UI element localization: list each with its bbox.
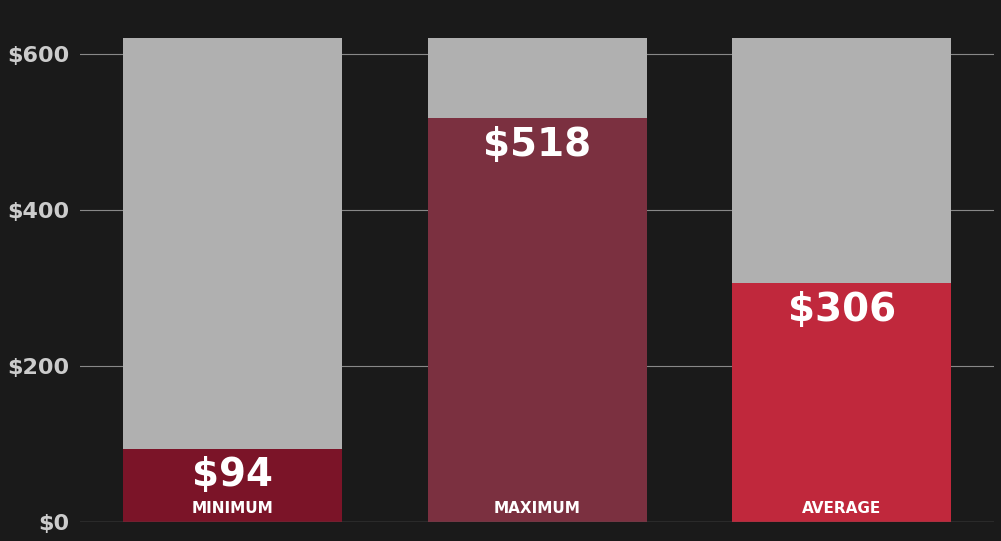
Bar [732,283,951,522]
Text: $306: $306 [788,291,896,329]
Bar [123,38,342,522]
Text: $94: $94 [192,457,273,494]
Text: $518: $518 [483,126,592,163]
Bar [427,38,647,522]
Bar [732,38,951,522]
Bar [427,118,647,522]
Text: AVERAGE: AVERAGE [802,501,882,516]
Bar [123,448,342,522]
Text: MAXIMUM: MAXIMUM [493,501,581,516]
Text: MINIMUM: MINIMUM [192,501,273,516]
